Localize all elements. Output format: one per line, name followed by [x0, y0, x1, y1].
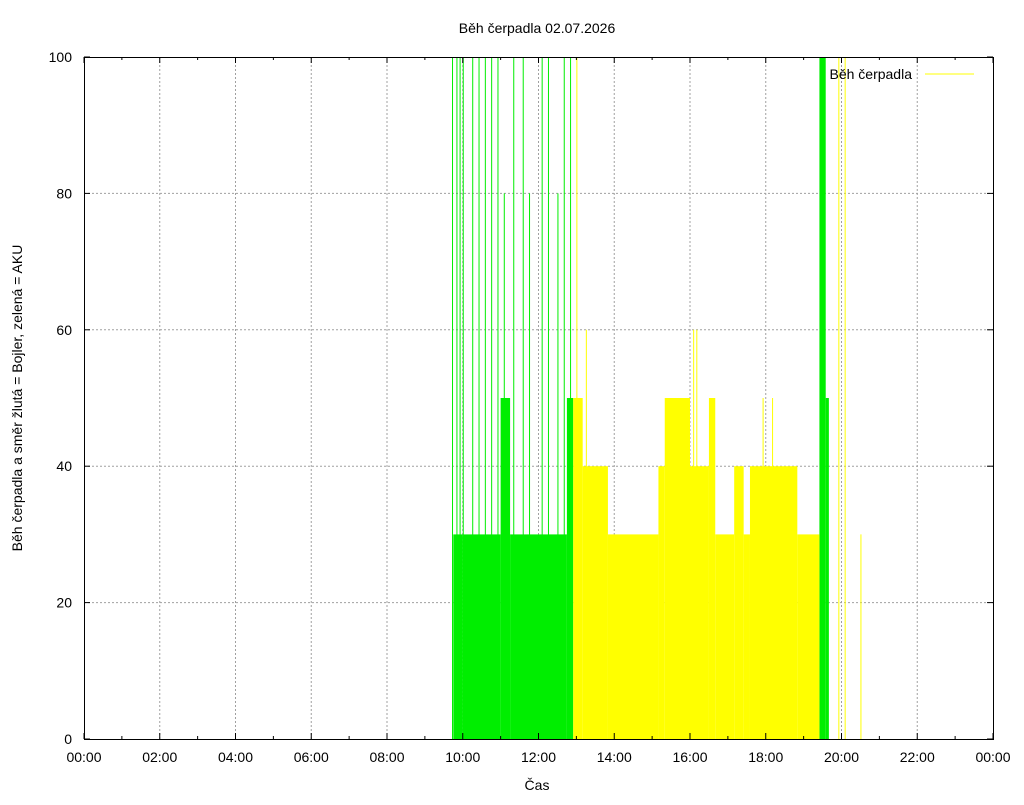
legend-label: Běh čerpadla [829, 66, 912, 82]
series-bar [607, 534, 659, 739]
series-bar [749, 466, 798, 739]
series-bar [734, 466, 744, 739]
x-tick-label: 08:00 [369, 749, 404, 765]
series-layer [452, 57, 862, 739]
series-bar [743, 534, 750, 739]
y-tick-label: 0 [64, 731, 72, 747]
y-axis-label: Běh čerpadla a směr žlutá = Bojler, zele… [9, 245, 25, 552]
x-tick-label: 16:00 [672, 749, 707, 765]
series-bar [500, 398, 511, 739]
y-tick-label: 100 [49, 49, 73, 65]
chart-title: Běh čerpadla 02.07.2026 [459, 20, 616, 36]
series-bar [825, 398, 829, 739]
x-tick-label: 10:00 [445, 749, 480, 765]
y-tick-label: 80 [56, 185, 72, 201]
x-tick-label: 02:00 [142, 749, 177, 765]
y-tick-label: 40 [56, 458, 72, 474]
series-bar [453, 534, 463, 739]
x-tick-label: 00:00 [975, 749, 1010, 765]
x-tick-label: 20:00 [824, 749, 859, 765]
plot-border [84, 57, 994, 740]
x-tick-label: 04:00 [218, 749, 253, 765]
x-tick-label: 12:00 [521, 749, 556, 765]
y-tick-label: 20 [56, 595, 72, 611]
series-bar [538, 534, 567, 739]
series-bar [573, 398, 583, 739]
x-tick-label: 18:00 [748, 749, 783, 765]
x-tick-label: 14:00 [597, 749, 632, 765]
x-tick-label: 22:00 [900, 749, 935, 765]
series-bar [582, 466, 608, 739]
series-bar [690, 466, 709, 739]
x-tick-label: 00:00 [66, 749, 101, 765]
legend: Běh čerpadla [829, 66, 974, 82]
x-tick-label: 06:00 [294, 749, 329, 765]
series-bar [708, 398, 716, 739]
axes: 00:00 02:00 04:00 06:00 08:00 10:00 12:00 14:00… [49, 49, 1011, 765]
series-bar [658, 466, 665, 739]
y-tick-label: 60 [56, 322, 72, 338]
x-axis-label: Čas [525, 777, 550, 793]
series-bar [715, 534, 735, 739]
series-bar [819, 57, 826, 739]
series-bar [462, 534, 501, 739]
series-bar [510, 534, 539, 739]
series-bar [797, 534, 820, 739]
series-bar [664, 398, 690, 739]
